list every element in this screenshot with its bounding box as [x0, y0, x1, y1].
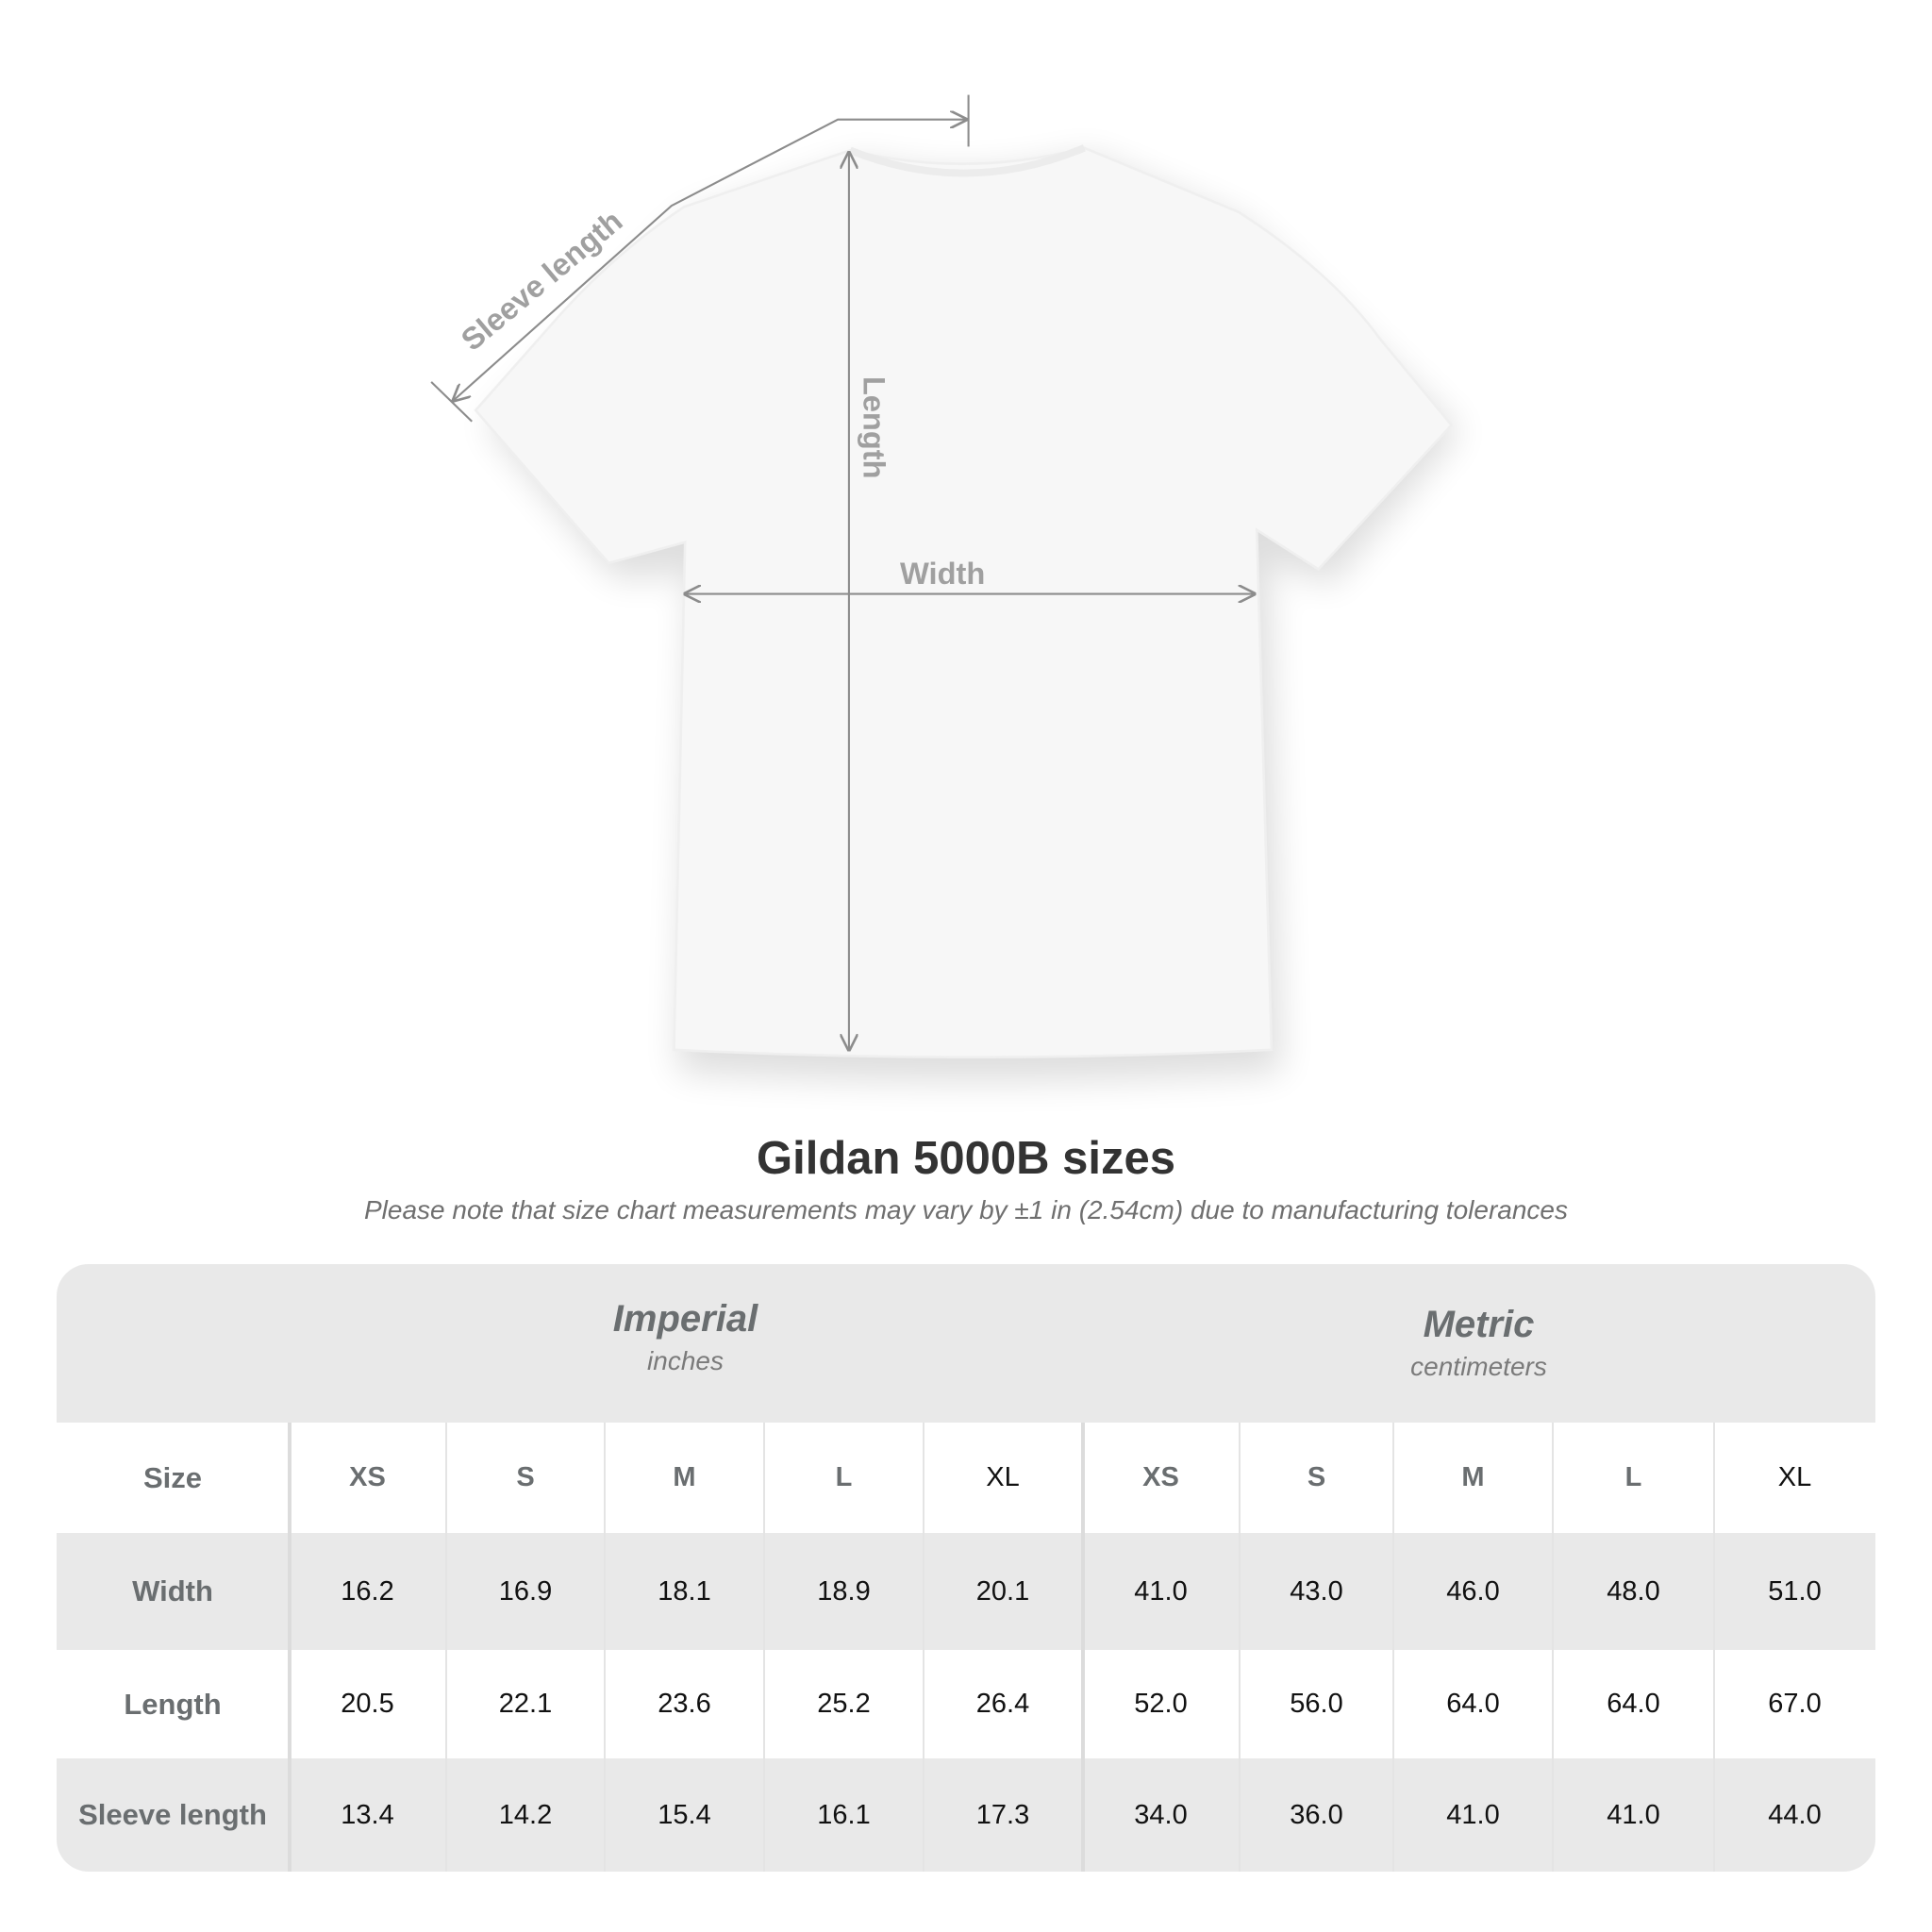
column-divider — [1552, 1423, 1554, 1872]
table-cell: 16.2 — [341, 1575, 394, 1607]
table-cell: 52.0 — [1134, 1689, 1188, 1719]
size-column-header: XL — [986, 1462, 1020, 1492]
table-cell: 64.0 — [1607, 1689, 1660, 1719]
column-divider — [604, 1423, 606, 1872]
imperial-group-header: Imperial inches — [289, 1264, 1082, 1423]
table-cell: 36.0 — [1290, 1799, 1343, 1830]
table-cell: 51.0 — [1768, 1575, 1822, 1607]
column-divider — [288, 1423, 291, 1872]
table-cell: 22.1 — [498, 1689, 553, 1719]
table-cell: 18.1 — [658, 1575, 711, 1607]
table-cell: 41.0 — [1134, 1575, 1188, 1607]
page-title: Gildan 5000B sizes — [757, 1133, 1175, 1184]
table-cell: 64.0 — [1446, 1689, 1500, 1719]
row-band — [57, 1533, 1875, 1650]
tshirt-diagram: Sleeve length Length Width — [430, 94, 1460, 1082]
column-divider — [1713, 1423, 1715, 1872]
width-label: Width — [900, 556, 985, 591]
group-name: Imperial — [612, 1298, 758, 1340]
table-cell: 16.1 — [817, 1799, 871, 1830]
header-band — [57, 1264, 1875, 1423]
metric-group-header: Metric centimeters — [1082, 1270, 1875, 1428]
table-cell: 20.1 — [975, 1575, 1030, 1607]
column-divider — [445, 1423, 447, 1872]
column-divider — [1239, 1423, 1241, 1872]
table-cell: 23.6 — [658, 1689, 711, 1719]
group-name: Metric — [1423, 1304, 1535, 1345]
size-column-header: M — [1461, 1462, 1485, 1492]
sleeve-length-arrow — [430, 94, 970, 423]
table-cell: 41.0 — [1607, 1799, 1660, 1830]
table-cell: 18.9 — [817, 1575, 871, 1607]
column-divider — [1081, 1423, 1085, 1872]
row-band — [57, 1758, 1875, 1872]
size-column-header: XS — [1142, 1462, 1179, 1492]
table-cell: 16.9 — [498, 1575, 553, 1607]
table-cell: 43.0 — [1290, 1575, 1343, 1607]
table-cell: 26.4 — [975, 1689, 1030, 1719]
size-column-header: L — [1624, 1462, 1642, 1492]
table-cell: 13.4 — [341, 1799, 394, 1830]
table-cell: 46.0 — [1446, 1575, 1500, 1607]
table-cell: 15.4 — [658, 1799, 711, 1830]
column-divider — [1392, 1423, 1394, 1872]
row-label: Length — [124, 1687, 222, 1721]
table-cell: 44.0 — [1768, 1799, 1822, 1830]
size-column-header: L — [835, 1462, 853, 1492]
size-column-header: S — [1307, 1462, 1326, 1492]
length-label: Length — [858, 376, 892, 479]
table-cell: 56.0 — [1290, 1689, 1343, 1719]
table-cell: 25.2 — [817, 1689, 871, 1719]
table-cell: 41.0 — [1446, 1799, 1500, 1830]
column-divider — [763, 1423, 765, 1872]
row-label: Sleeve length — [78, 1798, 267, 1831]
size-column-header: XS — [349, 1462, 386, 1492]
size-chart-table: Imperial inches Metric centimeters Size X… — [57, 1264, 1875, 1872]
column-divider — [923, 1423, 924, 1872]
size-column-header: M — [673, 1462, 696, 1492]
size-header: Size — [142, 1460, 203, 1494]
group-unit: centimeters — [1410, 1352, 1547, 1381]
size-column-header: S — [516, 1462, 535, 1492]
tolerance-note: Please note that size chart measurements… — [364, 1195, 1568, 1224]
tshirt-shape — [474, 146, 1454, 1058]
table-cell: 17.3 — [975, 1799, 1030, 1830]
row-label: Width — [132, 1574, 213, 1607]
table-cell: 67.0 — [1768, 1689, 1822, 1719]
group-unit: inches — [647, 1346, 724, 1375]
size-column-header: XL — [1777, 1462, 1812, 1492]
table-cell: 34.0 — [1134, 1799, 1188, 1830]
table-cell: 48.0 — [1607, 1575, 1660, 1607]
table-cell: 20.5 — [341, 1689, 394, 1719]
table-cell: 14.2 — [498, 1799, 553, 1830]
